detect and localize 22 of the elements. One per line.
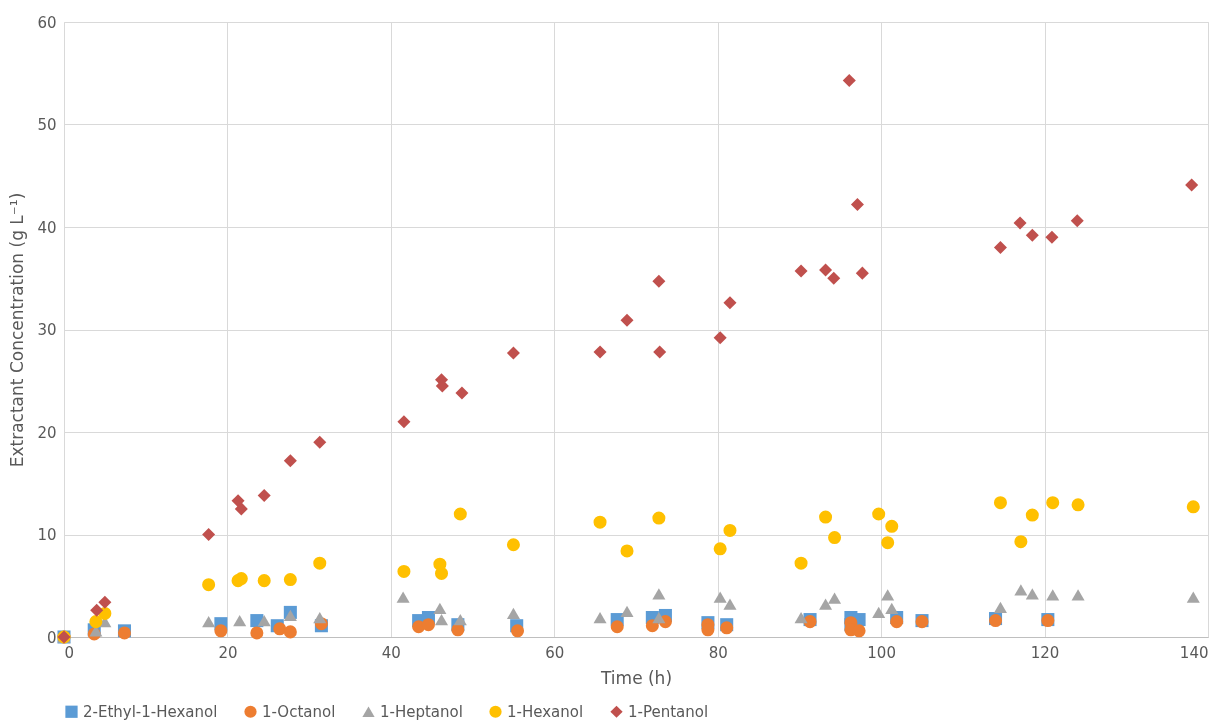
y-tick-label: 10 [37, 526, 57, 544]
x-tick-label: 140 [1179, 643, 1209, 662]
legend-label: 1-Octanol [262, 702, 336, 721]
x-tick-label: 20 [218, 643, 238, 662]
legend-label: 1-Pentanol [628, 702, 709, 721]
y-tick-label: 0 [46, 628, 57, 647]
y-tick-label: 30 [37, 321, 57, 339]
y-tick-label: 60 [37, 13, 57, 32]
x-axis-title: Time (h) [599, 667, 673, 688]
x-tick-label: 120 [1030, 643, 1060, 662]
x-tick-label: 0 [64, 643, 75, 662]
x-tick-label: 100 [867, 643, 896, 662]
legend-label: 1-Hexanol [507, 702, 584, 721]
y-axis-title: Extractant Concentration (g L⁻¹) [7, 192, 28, 468]
x-tick-label: 60 [545, 643, 565, 662]
x-tick-label: 40 [381, 643, 401, 662]
legend-label: 1-Heptanol [380, 702, 463, 721]
y-tick-label: 20 [37, 423, 57, 442]
legend-label: 2-Ethyl-1-Hexanol [83, 702, 218, 721]
x-tick-label: 80 [708, 643, 728, 662]
y-tick-label: 40 [37, 218, 57, 237]
y-tick-label: 50 [37, 116, 57, 134]
